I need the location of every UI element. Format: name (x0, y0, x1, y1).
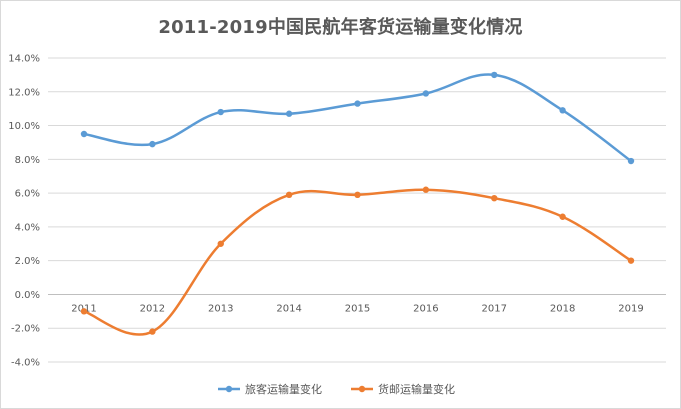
data-point-series-2 (559, 213, 566, 220)
y-tick-label: 12.0% (8, 87, 40, 98)
data-point-series-1 (217, 108, 224, 116)
data-point-series-1 (149, 140, 156, 148)
y-tick-label: 6.0% (15, 189, 40, 200)
y-tick-label: 10.0% (8, 121, 40, 132)
data-point-series-1 (422, 90, 430, 97)
y-tick-label: 0.0% (15, 290, 40, 301)
data-point-series-1 (491, 71, 498, 79)
legend-label: 旅客运输量变化 (245, 382, 322, 396)
data-point-series-1 (285, 110, 293, 117)
y-tick-label: -2.0% (11, 324, 40, 335)
x-tick-label: 2017 (482, 303, 507, 314)
data-point-series-2 (80, 308, 88, 315)
y-tick-label: 2.0% (15, 256, 40, 267)
data-point-series-2 (285, 191, 293, 198)
data-point-series-2 (354, 191, 361, 198)
x-tick-label: 2014 (276, 303, 301, 314)
y-tick-label: -4.0% (11, 358, 40, 369)
x-tick-label: 2018 (550, 303, 575, 314)
y-axis-ticks: -4.0% -2.0% 0.0% 2.0% 4.0% 6.0% 8.0% 10.0% 12.0%… (8, 54, 40, 369)
legend-swatch-marker (358, 385, 366, 393)
x-tick-label: 2013 (208, 303, 233, 314)
y-tick-label: 14.0% (8, 54, 40, 65)
legend-label: 货邮运输量变化 (378, 382, 455, 396)
legend-swatch-marker (225, 385, 233, 393)
x-axis-ticks: 201120122013201420152016201720182019 (71, 303, 643, 314)
data-point-series-2 (149, 328, 156, 335)
y-tick-label: 4.0% (15, 222, 40, 233)
data-point-series-2 (422, 186, 430, 193)
legend-item-2: 货邮运输量变化 (351, 382, 455, 396)
gridlines (48, 57, 666, 363)
series (80, 71, 635, 336)
x-tick-label: 2016 (413, 303, 438, 314)
legend: 旅客运输量变化 货邮运输量变化 (218, 382, 455, 396)
data-point-series-1 (354, 100, 361, 107)
chart-title: 2011-2019中国民航年客货运输量变化情况 (158, 17, 523, 38)
data-point-series-1 (627, 157, 635, 165)
x-tick-label: 2015 (345, 303, 370, 314)
x-tick-label: 2012 (140, 303, 165, 314)
x-tick-label: 2019 (618, 303, 643, 314)
y-tick-label: 8.0% (15, 155, 40, 166)
data-point-series-1 (559, 107, 566, 114)
data-point-series-1 (80, 130, 88, 138)
series-line-1 (82, 73, 633, 163)
series-line-2 (82, 188, 633, 336)
data-point-series-2 (217, 240, 224, 247)
data-point-series-2 (627, 257, 635, 264)
data-point-series-2 (491, 194, 498, 202)
legend-item-1: 旅客运输量变化 (218, 382, 322, 396)
